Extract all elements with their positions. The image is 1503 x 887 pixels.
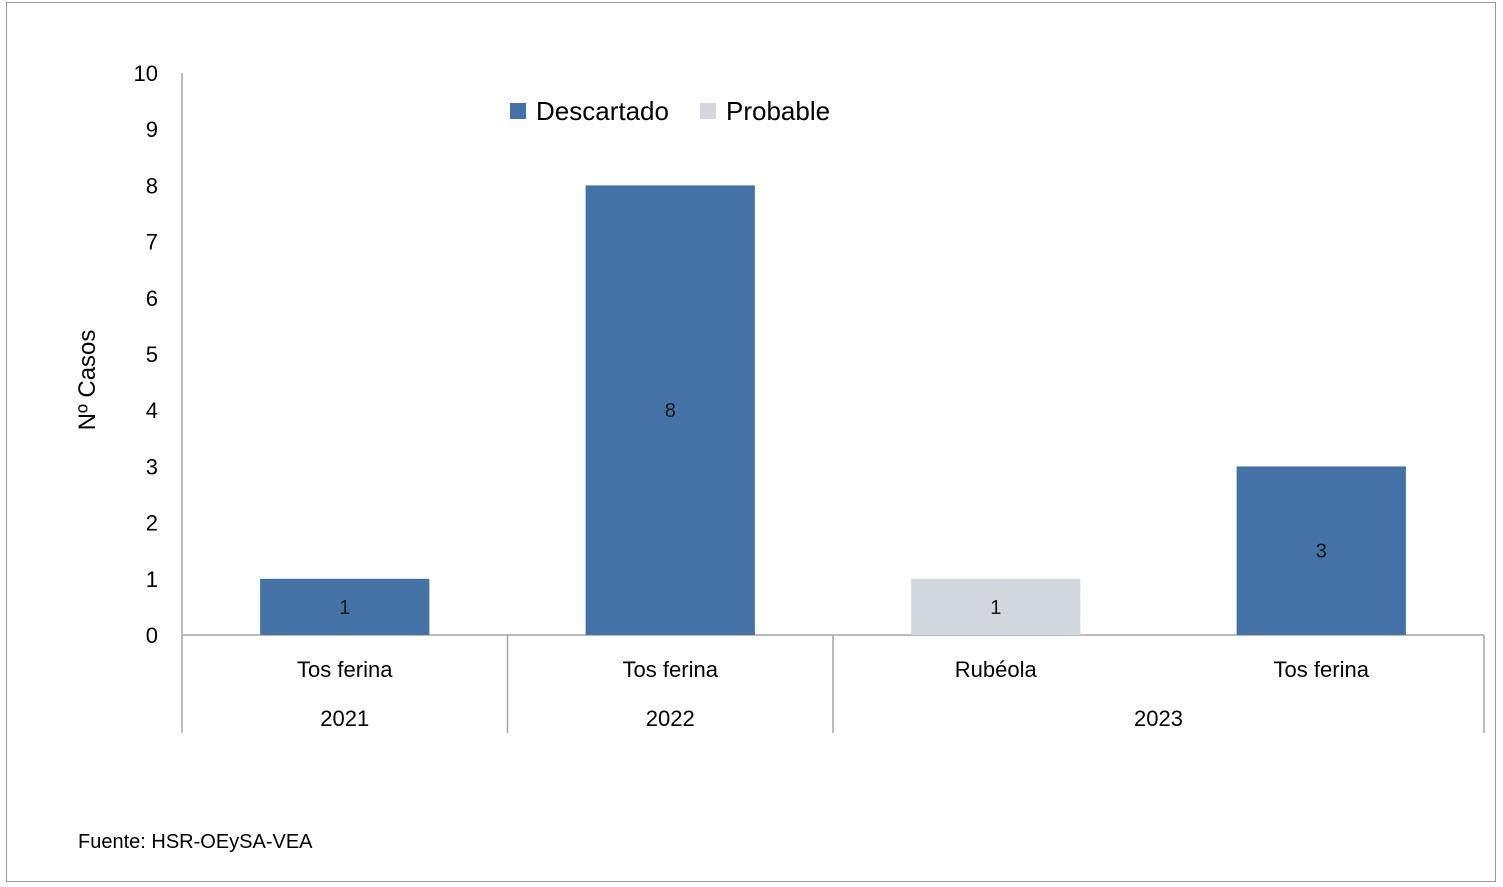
x-group-label: 2022 xyxy=(646,706,695,731)
legend-label-probable: Probable xyxy=(726,96,830,126)
legend-swatch-descartado xyxy=(510,103,526,119)
y-tick-label: 3 xyxy=(146,454,158,479)
legend-swatch-probable xyxy=(700,103,716,119)
y-tick-label: 1 xyxy=(146,567,158,592)
data-label: 3 xyxy=(1316,541,1327,563)
x-category-label: Tos ferina xyxy=(1274,657,1370,682)
y-tick-label: 8 xyxy=(146,173,158,198)
y-tick-label: 10 xyxy=(134,61,158,86)
chart-frame xyxy=(6,2,1496,882)
y-tick-label: 5 xyxy=(146,342,158,367)
y-tick-label: 7 xyxy=(146,230,158,255)
bar-descartado xyxy=(1236,466,1406,635)
x-group-label: 2023 xyxy=(1134,706,1183,731)
x-group-label: 2021 xyxy=(320,706,369,731)
bar-descartado xyxy=(260,578,430,635)
y-tick-label: 9 xyxy=(146,117,158,142)
x-category-label: Rubéola xyxy=(955,657,1038,682)
bar-descartado xyxy=(585,185,755,635)
bar-probable xyxy=(911,578,1081,635)
x-category-label: Tos ferina xyxy=(297,657,393,682)
y-tick-label: 2 xyxy=(146,511,158,536)
x-category-label: Tos ferina xyxy=(623,657,719,682)
y-tick-label: 6 xyxy=(146,286,158,311)
source-note: Fuente: HSR-OEySA-VEA xyxy=(78,831,313,853)
y-axis-label: Nº Casos xyxy=(74,330,101,431)
data-label: 8 xyxy=(665,400,676,422)
data-label: 1 xyxy=(990,597,1001,619)
data-label: 1 xyxy=(339,597,350,619)
y-tick-label: 4 xyxy=(146,398,158,423)
y-tick-label: 0 xyxy=(146,623,158,648)
legend-label-descartado: Descartado xyxy=(536,96,669,126)
